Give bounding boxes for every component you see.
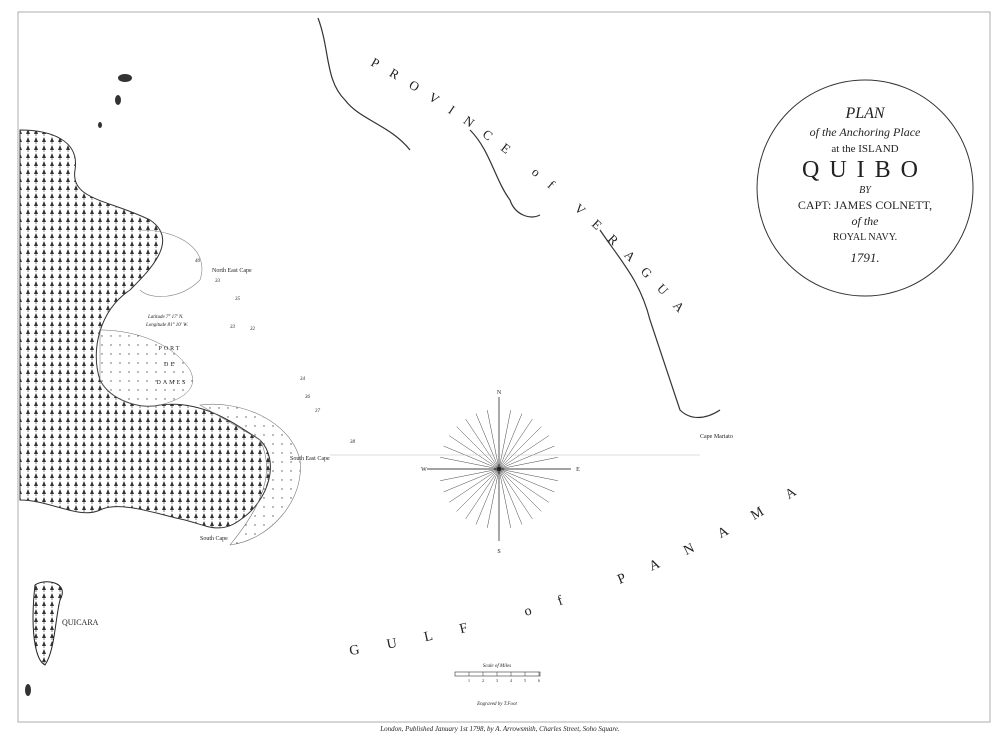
sounding: 32 (250, 327, 256, 332)
scale-tick-label: 4 (510, 678, 512, 683)
compass-ray (448, 468, 500, 503)
frame (17, 11, 991, 723)
place-label: Longitude 81° 10' W. (145, 323, 188, 328)
imprint: London, Published January 1st 1798, by A… (379, 725, 620, 733)
sounding: 33 (230, 325, 236, 330)
compass-ray (440, 468, 500, 481)
compass-ray (456, 468, 500, 512)
cartouche-text: ROYAL NAVY. (833, 232, 897, 243)
scale-tick-label: 6 (538, 678, 540, 683)
compass-ray (498, 426, 542, 470)
scale-title: Scale of Miles (483, 664, 511, 669)
compass-ray (498, 410, 511, 470)
compass-ray (498, 468, 533, 520)
place-label: South Cape (200, 536, 228, 542)
sounding: 35 (235, 297, 241, 302)
compass-ray (456, 426, 500, 470)
compass-ray (498, 457, 558, 470)
cartouche-text: at the ISLAND (831, 143, 898, 155)
port-sand (99, 329, 193, 407)
compass-ray (498, 468, 550, 503)
scale-tick-label: 1 (468, 678, 470, 683)
cartouche-text: BY (859, 185, 872, 196)
compass-ray (498, 418, 533, 470)
place-label: DE (164, 362, 176, 368)
compass-ray (498, 413, 523, 470)
compass-ray (443, 468, 500, 493)
reef-line (139, 229, 203, 297)
place-label: Cape Mariato (700, 434, 733, 440)
compass-ray (487, 410, 500, 470)
scale-tick-label: 5 (524, 678, 526, 683)
compass-ray (465, 468, 500, 520)
cartouche-text: PLAN (844, 105, 885, 122)
scale-tick-label: 3 (496, 678, 498, 683)
place-label: DAMES (156, 380, 187, 386)
compass-center (497, 467, 501, 471)
compass-ray (487, 468, 500, 528)
islet (118, 74, 132, 82)
compass-ray (498, 435, 550, 470)
compass-ray (448, 435, 500, 470)
compass-ray (475, 468, 500, 525)
island-quicara (32, 581, 63, 666)
cartouche-text: of the (852, 214, 880, 228)
cartouche-text: of the Anchoring Place (810, 125, 921, 139)
place-label: South East Cape (290, 456, 330, 462)
shoal (199, 403, 301, 546)
compass-letter: W (421, 467, 427, 473)
cartouche-frame (756, 79, 974, 297)
sounding: 36 (305, 395, 311, 400)
islet (25, 684, 31, 696)
compass-ray (440, 457, 500, 470)
sounding: 40 (195, 259, 201, 264)
islet (98, 122, 102, 128)
compass-ray (498, 468, 523, 525)
compass-ray (498, 468, 511, 528)
sounding: 38 (350, 440, 356, 445)
compass-ray (498, 445, 555, 470)
compass-ray (498, 468, 555, 493)
compass-ray (443, 445, 500, 470)
place-label: PORT (159, 346, 182, 352)
scale-tick-label: 2 (482, 678, 484, 683)
compass-ray (498, 468, 542, 512)
place-label: QUICARA (62, 618, 99, 627)
compass-ray (498, 468, 558, 481)
islet (115, 95, 121, 105)
compass-letter: N (497, 390, 502, 396)
compass-ray (465, 418, 500, 470)
compass-ray (475, 413, 500, 470)
compass-rose (427, 397, 571, 541)
scale-bar (454, 671, 541, 677)
cartouche-text: 1791. (850, 250, 879, 265)
cartouche-text: CAPT: JAMES COLNETT, (798, 198, 932, 212)
cartouche-text: QUIBO (802, 157, 928, 183)
compass-letter: E (576, 467, 580, 473)
sounding: 34 (300, 377, 306, 382)
mainland-coast (317, 17, 721, 419)
sounding: 33 (215, 279, 221, 284)
place-label: Latitude 7° 17' N. (147, 315, 184, 320)
compass-letter: S (497, 549, 500, 555)
place-label: North East Cape (212, 268, 252, 274)
sounding: 37 (315, 409, 321, 414)
engraver: Engraved by T.Foot (476, 702, 517, 707)
